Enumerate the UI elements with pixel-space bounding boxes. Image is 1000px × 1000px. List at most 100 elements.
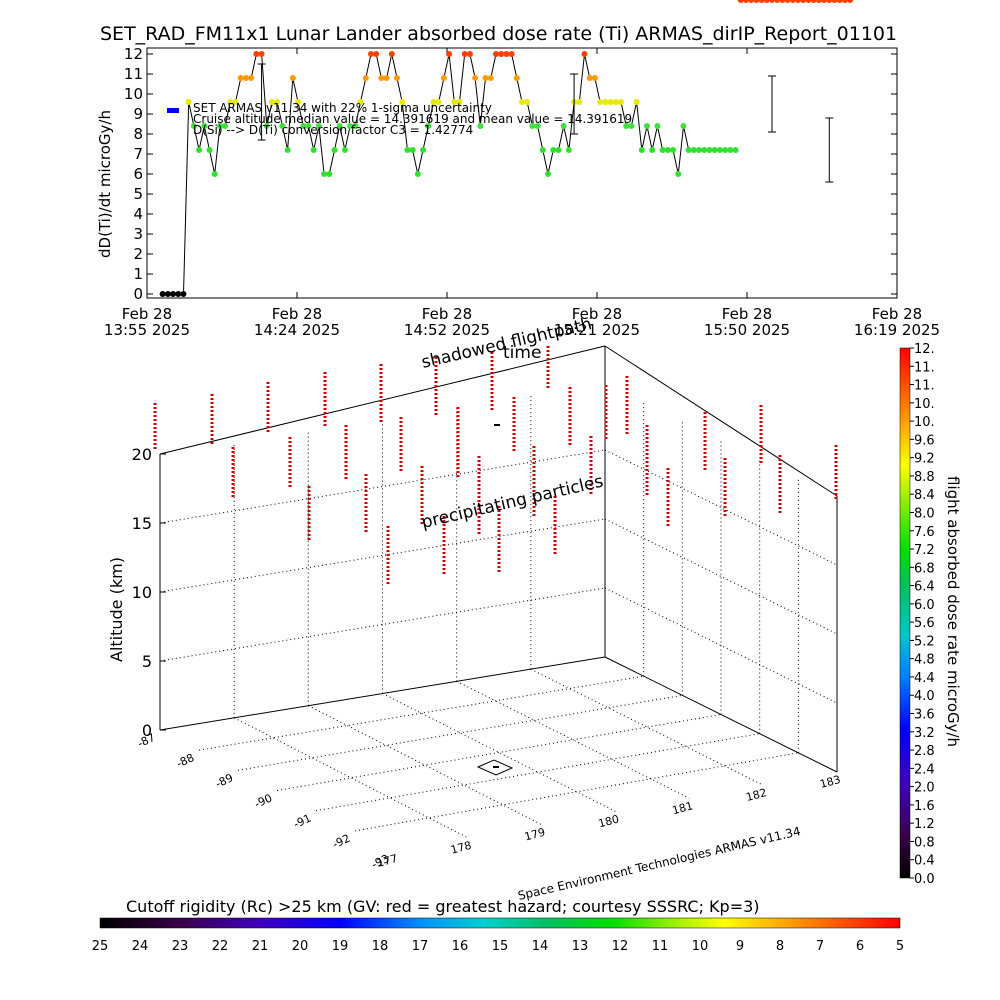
z-tick-label: 20 xyxy=(132,445,152,464)
legend-marker xyxy=(167,108,179,113)
data-point xyxy=(159,291,166,297)
lon-tick-label: 183 xyxy=(818,773,842,791)
data-point xyxy=(555,147,562,153)
lon-tick-label: 182 xyxy=(745,786,769,804)
data-point xyxy=(831,0,838,3)
data-point xyxy=(425,123,432,129)
dose-colorbar-tick-label: 5.6 xyxy=(914,616,935,631)
y-tick-label: 8 xyxy=(133,125,143,143)
x-tick-label-time: 15:21 2025 xyxy=(554,321,640,339)
data-point xyxy=(357,99,364,105)
data-point xyxy=(774,0,781,3)
rigidity-tick-label: 23 xyxy=(172,939,189,954)
dose-colorbar-tick-label: 6.0 xyxy=(914,598,935,613)
data-point xyxy=(638,147,645,153)
lat-tick-label: -91 xyxy=(291,812,313,831)
data-point xyxy=(836,0,843,3)
data-point xyxy=(310,147,317,153)
data-point xyxy=(763,0,770,3)
rigidity-tick-label: 8 xyxy=(776,939,784,954)
data-point xyxy=(430,99,437,105)
data-point xyxy=(336,123,343,129)
data-point xyxy=(659,147,666,153)
rigidity-gradient xyxy=(99,917,901,929)
z-tick-label: 5 xyxy=(142,652,152,671)
rigidity-tick-label: 10 xyxy=(692,939,709,954)
dose-colorbar-tick-label: 8.8 xyxy=(914,470,935,485)
data-point xyxy=(503,51,510,57)
rigidity-tick-label: 6 xyxy=(856,939,864,954)
rigidity-tick-label: 17 xyxy=(412,939,429,954)
legend-line-2: Cruise altitude median value = 14.391619… xyxy=(193,112,632,126)
floor-gridline xyxy=(382,693,616,812)
data-point xyxy=(331,147,338,153)
x-tick-label-date: Feb 28 xyxy=(422,305,472,323)
rigidity-tick-label: 9 xyxy=(736,939,744,954)
data-point xyxy=(232,99,239,105)
data-point xyxy=(206,147,213,153)
data-point xyxy=(810,0,817,3)
data-point xyxy=(649,147,656,153)
data-point xyxy=(706,147,713,153)
data-point xyxy=(742,0,749,3)
data-point xyxy=(732,147,739,153)
data-point xyxy=(565,147,572,153)
floor-gridline xyxy=(315,733,760,812)
lon-tick-label: 177 xyxy=(375,852,399,870)
data-point xyxy=(326,171,333,177)
data-point xyxy=(628,123,635,129)
data-point xyxy=(586,75,593,81)
data-point xyxy=(367,51,374,57)
data-point xyxy=(420,147,427,153)
data-point xyxy=(222,123,229,129)
data-point xyxy=(534,123,541,129)
lat-tick-label: -87 xyxy=(135,731,157,750)
timeseries-frame xyxy=(146,47,898,299)
dose-colorbar-tick-label: 5.2 xyxy=(914,634,935,649)
data-point xyxy=(753,0,760,3)
data-point xyxy=(722,147,729,153)
data-point xyxy=(623,123,630,129)
data-point xyxy=(758,0,765,3)
x-tick-label-date: Feb 28 xyxy=(572,305,622,323)
rigidity-tick-label: 12 xyxy=(612,939,629,954)
data-point xyxy=(847,0,854,3)
lat-tick-label: -88 xyxy=(174,751,196,770)
rigidity-tick-label: 22 xyxy=(212,939,229,954)
rigidity-colorbar: Cutoff rigidity (Rc) >25 km (GV: red = g… xyxy=(92,897,904,954)
dose-colorbar-tick-label: 2.8 xyxy=(914,744,935,759)
3d-axis-ticks: 05101520-87-88-89-90-91-92-9317717817918… xyxy=(132,445,842,871)
data-point xyxy=(617,99,624,105)
data-point xyxy=(378,75,385,81)
data-point xyxy=(545,171,552,177)
dose-colorbar-tick-label: 8.0 xyxy=(914,506,935,521)
zaxis-label: Altitude (km) xyxy=(107,557,126,662)
precipitating-particles-label: precipitating particles xyxy=(420,472,606,533)
data-point xyxy=(185,99,192,105)
rigidity-tick-label: 7 xyxy=(816,939,824,954)
data-point xyxy=(274,99,281,105)
data-point xyxy=(664,147,671,153)
data-point xyxy=(456,99,463,105)
rigidity-tick-label: 5 xyxy=(896,939,904,954)
data-point xyxy=(242,75,249,81)
data-point xyxy=(211,171,218,177)
data-point xyxy=(711,147,718,153)
timeseries-xlabel: time xyxy=(503,343,541,363)
rigidity-tick-label: 19 xyxy=(332,939,349,954)
data-point xyxy=(550,147,557,153)
data-point xyxy=(170,291,177,297)
data-point xyxy=(461,51,468,57)
data-point xyxy=(279,123,286,129)
data-point xyxy=(784,0,791,3)
data-point xyxy=(696,147,703,153)
dose-colorbar-tick-label: 10. xyxy=(914,397,935,412)
y-tick-label: 0 xyxy=(133,285,143,303)
ground-track-marker xyxy=(476,759,514,776)
y-tick-label: 12 xyxy=(124,45,143,63)
data-point xyxy=(789,0,796,3)
data-point xyxy=(388,51,395,57)
dose-colorbar-tick-label: 1.6 xyxy=(914,799,935,814)
y-tick-label: 9 xyxy=(133,105,143,123)
